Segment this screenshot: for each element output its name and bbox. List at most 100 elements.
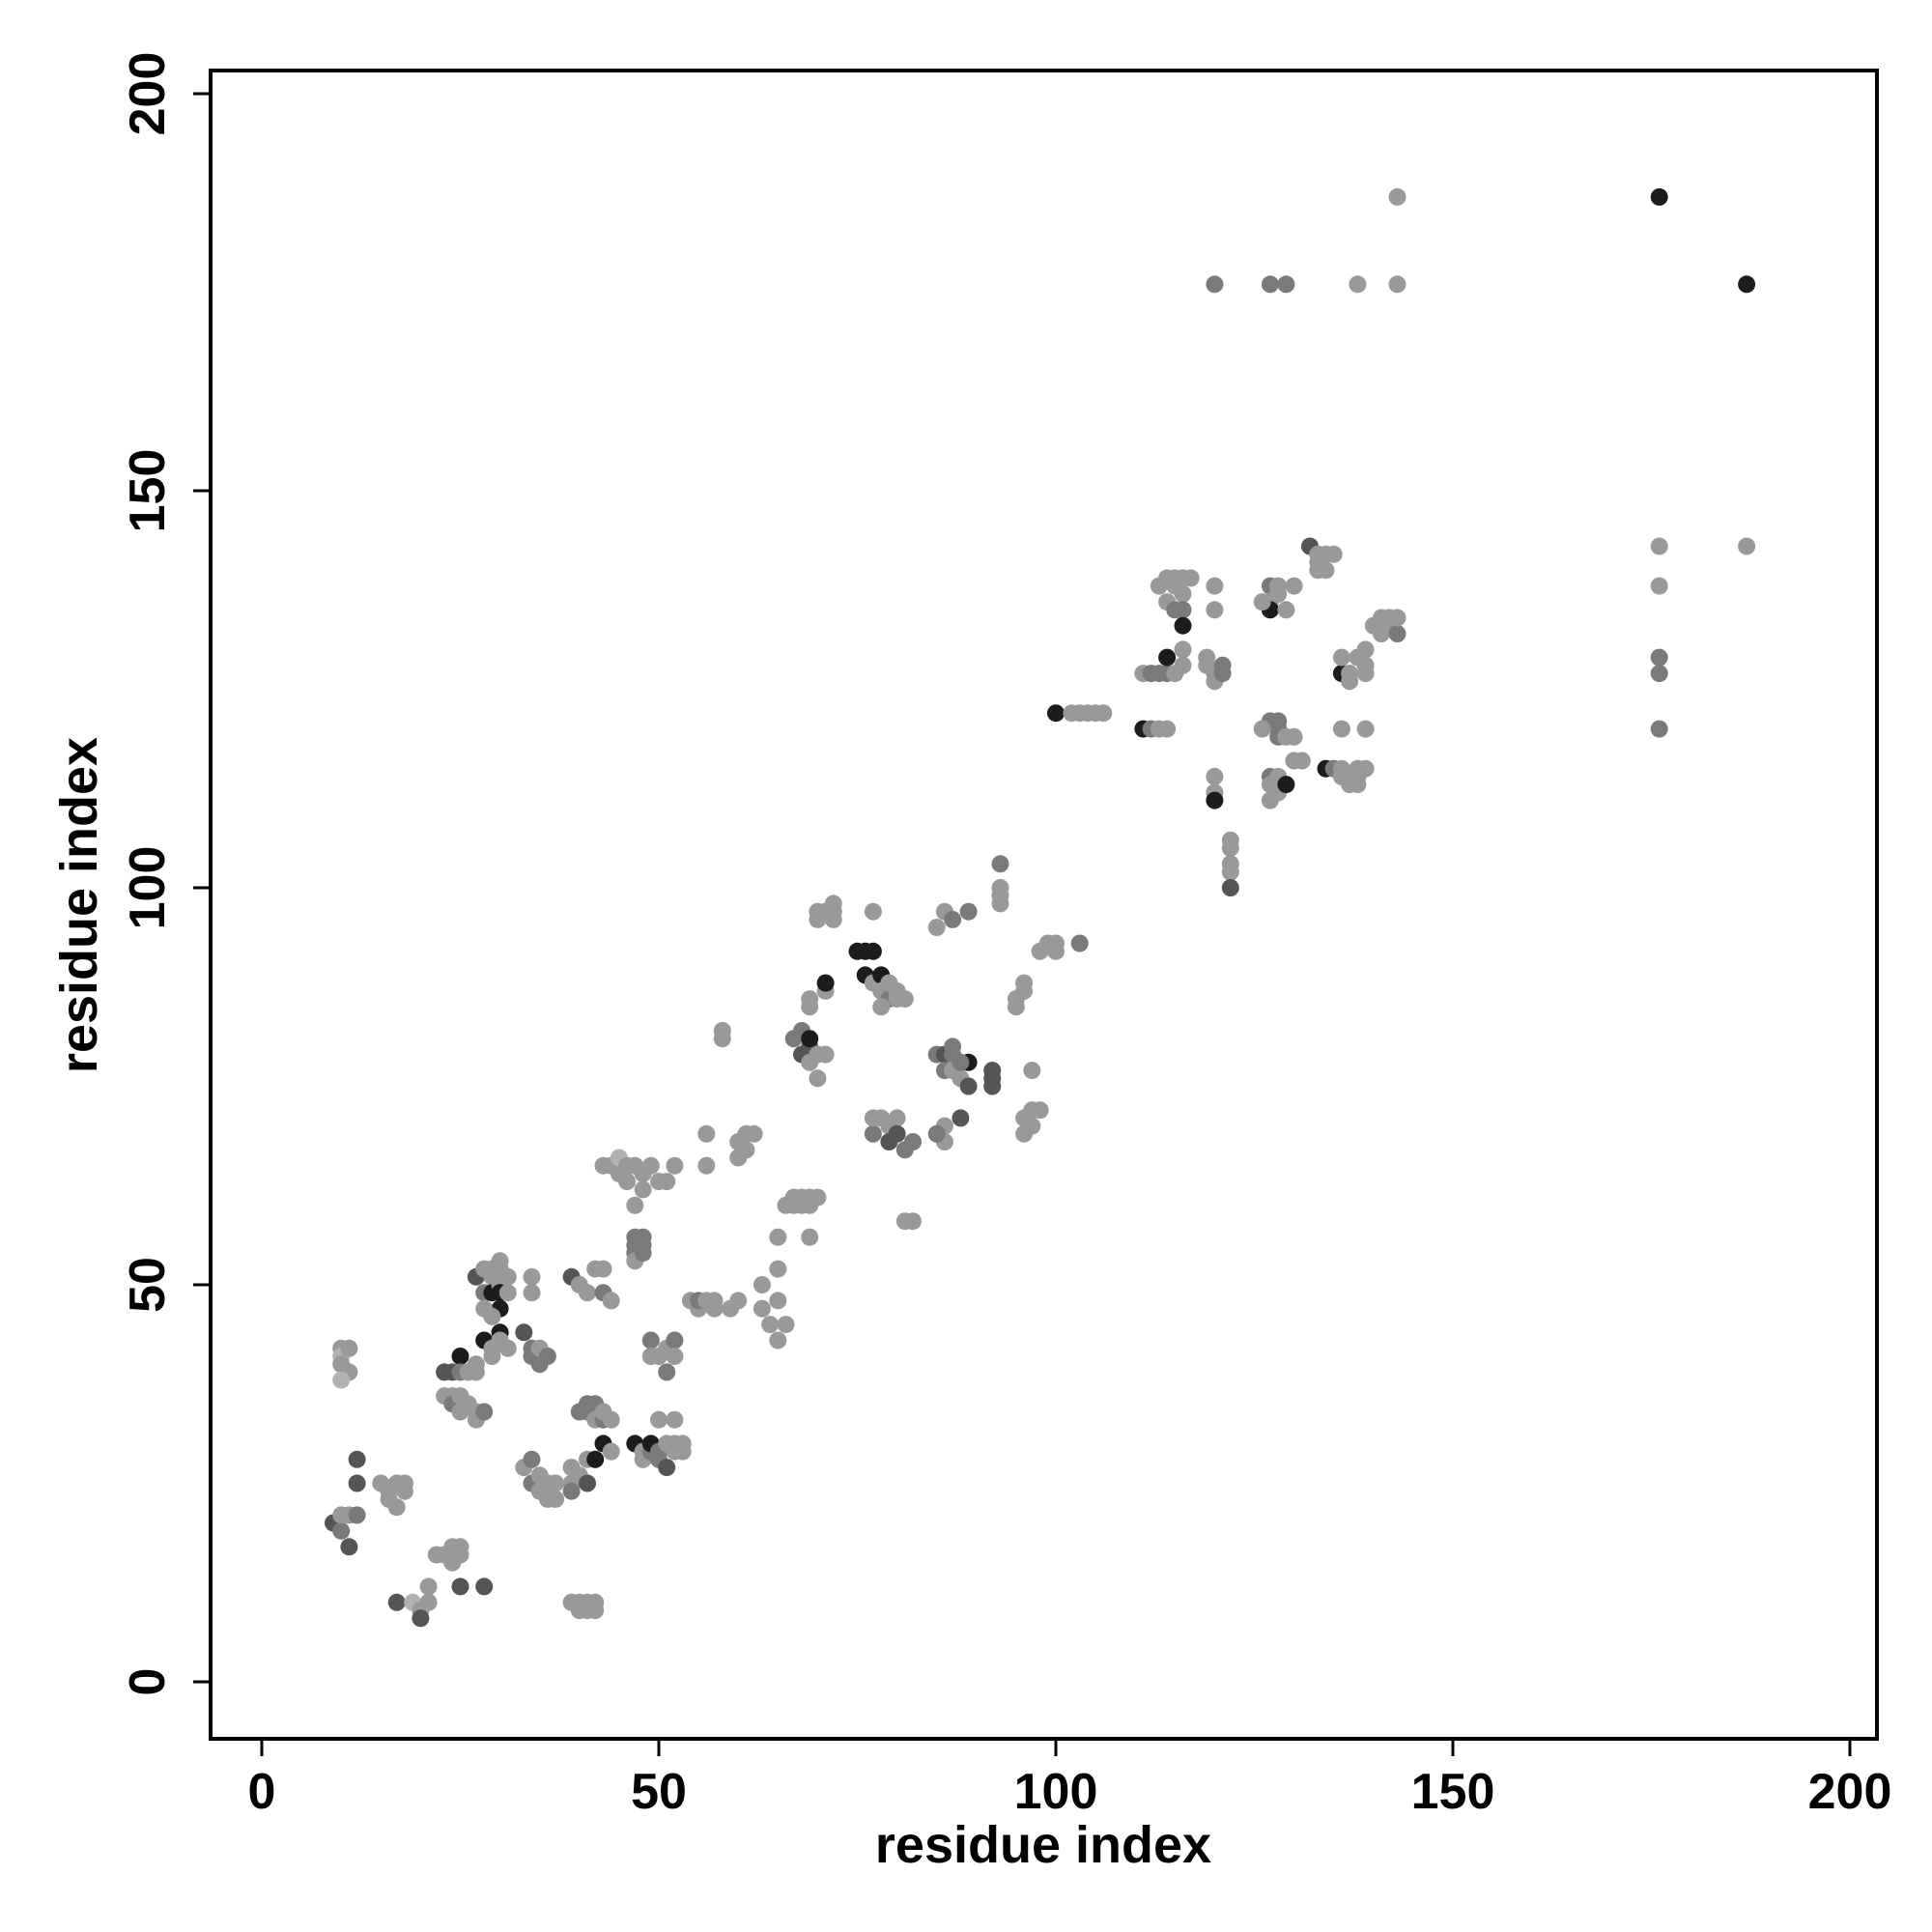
data-point [1349, 776, 1367, 794]
data-point [1650, 577, 1668, 595]
data-point [387, 1498, 406, 1517]
data-point [1650, 187, 1668, 206]
data-point [1356, 640, 1375, 659]
data-point [650, 1410, 668, 1429]
data-point [332, 1521, 351, 1540]
data-point [1023, 1117, 1041, 1135]
data-point [1206, 577, 1224, 595]
data-point [412, 1609, 430, 1628]
data-point [602, 1410, 620, 1429]
data-point [658, 1173, 676, 1191]
data-point [579, 1474, 596, 1492]
data-point [1015, 974, 1034, 992]
data-point [1332, 759, 1350, 778]
data-point [1277, 275, 1295, 294]
y-tick-label: 0 [120, 1668, 176, 1696]
data-point [1650, 665, 1668, 683]
data-point [1650, 648, 1668, 667]
x-axis-title: residue index [875, 1816, 1211, 1874]
data-point [864, 902, 882, 921]
data-point [697, 1156, 716, 1175]
data-point [888, 1109, 906, 1127]
x-tick-label: 0 [248, 1764, 276, 1820]
data-point [1269, 584, 1288, 603]
x-axis: 0 50 100 150 200 [248, 1739, 1892, 1820]
data-point [895, 990, 914, 1009]
data-point [498, 1284, 517, 1302]
data-point [983, 1077, 1002, 1095]
data-point [1650, 537, 1668, 555]
data-point [1213, 665, 1232, 683]
data-point [991, 855, 1009, 873]
data-point [952, 1053, 970, 1071]
data-point [1174, 616, 1192, 635]
data-point [769, 1292, 787, 1310]
data-point [641, 1156, 660, 1175]
data-point [904, 1212, 922, 1231]
data-point [475, 1577, 494, 1596]
data-point [1650, 720, 1668, 738]
data-point [1293, 752, 1311, 770]
data-point [1349, 275, 1367, 294]
data-point [602, 1442, 620, 1461]
data-point [586, 1450, 605, 1468]
data-point [387, 1593, 406, 1611]
data-point [927, 1124, 946, 1143]
data-point [1285, 577, 1303, 595]
data-point [888, 1124, 906, 1143]
data-point [666, 1348, 684, 1365]
data-point [340, 1538, 358, 1556]
data-point [1047, 704, 1065, 723]
data-point [1738, 537, 1756, 555]
data-point [538, 1348, 556, 1365]
data-point [991, 879, 1009, 896]
data-point [983, 1062, 1002, 1080]
data-point [1181, 569, 1200, 587]
x-tick-label: 200 [1808, 1764, 1892, 1820]
data-point [737, 1141, 755, 1159]
data-point [769, 1260, 787, 1278]
data-point [562, 1482, 581, 1500]
data-point [1221, 863, 1239, 881]
data-point [801, 990, 819, 1009]
data-point [475, 1403, 494, 1421]
data-point [658, 1363, 676, 1381]
data-point [927, 919, 946, 937]
data-point [753, 1276, 771, 1293]
x-tick-label: 50 [631, 1764, 687, 1820]
data-point [515, 1323, 533, 1342]
data-point [451, 1546, 469, 1564]
data-point [1031, 1101, 1049, 1120]
data-point [1023, 1062, 1041, 1080]
data-point [1388, 187, 1406, 206]
data-point [666, 1156, 684, 1175]
data-point [1285, 727, 1303, 746]
data-point [340, 1339, 358, 1357]
data-point [332, 1371, 351, 1389]
data-point [1332, 648, 1350, 667]
data-point [626, 1196, 644, 1214]
data-point [579, 1284, 596, 1302]
data-point [483, 1339, 501, 1357]
data-point [586, 1593, 605, 1611]
data-point [594, 1260, 612, 1278]
data-point [1388, 275, 1406, 294]
data-point [753, 1299, 771, 1318]
data-point [641, 1331, 660, 1350]
data-point [1277, 776, 1295, 794]
y-tick-label: 200 [120, 52, 176, 136]
data-point [745, 1124, 763, 1143]
plot-frame [209, 69, 1879, 1741]
data-point [816, 974, 835, 992]
data-point [1221, 838, 1239, 857]
data-point [944, 910, 962, 928]
data-point [1261, 791, 1279, 810]
points-layer [325, 187, 1756, 1628]
data-point [451, 1577, 469, 1596]
data-point [1253, 720, 1271, 738]
data-point [1158, 720, 1177, 738]
data-point [1070, 934, 1089, 952]
data-point [729, 1292, 748, 1310]
data-point [1007, 998, 1025, 1016]
data-point [1047, 934, 1065, 952]
